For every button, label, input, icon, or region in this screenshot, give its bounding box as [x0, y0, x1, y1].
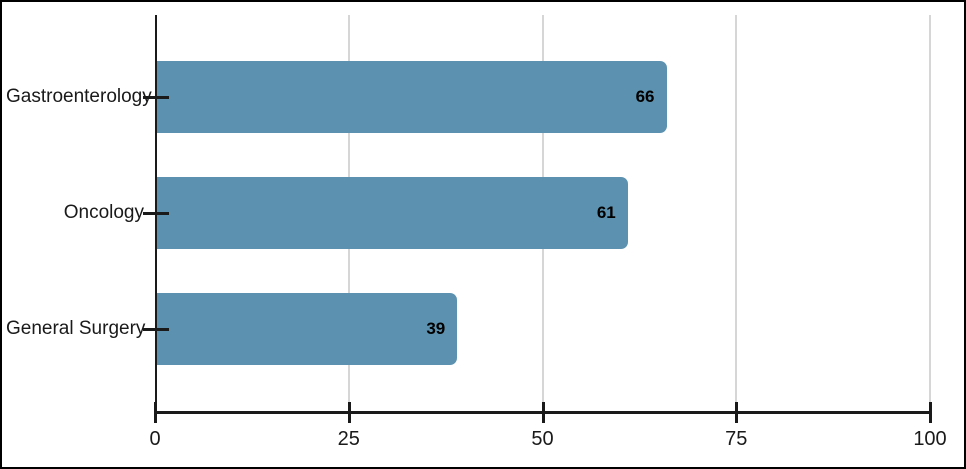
category-label: Gastroenterology — [6, 86, 152, 107]
x-axis-tick — [154, 402, 157, 423]
x-tick-label: 25 — [337, 428, 360, 450]
x-axis-tick — [541, 402, 545, 423]
gridline — [929, 15, 931, 411]
category-label: General Surgery — [6, 318, 146, 339]
value-label: 66 — [635, 87, 655, 106]
x-tick-label: 100 — [913, 428, 947, 450]
gridline — [735, 15, 738, 411]
x-axis-tick — [929, 402, 932, 423]
bar: 61 — [157, 177, 628, 249]
x-tick-label: 50 — [531, 428, 554, 450]
x-tick-label: 75 — [725, 428, 748, 450]
bar: 39 — [157, 293, 458, 365]
x-tick-label: 0 — [149, 428, 161, 450]
y-axis-line — [155, 15, 157, 414]
bar: 66 — [157, 61, 667, 133]
category-label: Oncology — [63, 202, 144, 223]
value-label: 61 — [596, 203, 616, 222]
x-axis-tick — [735, 402, 739, 423]
x-axis-tick — [347, 402, 351, 423]
value-label: 39 — [426, 319, 446, 338]
